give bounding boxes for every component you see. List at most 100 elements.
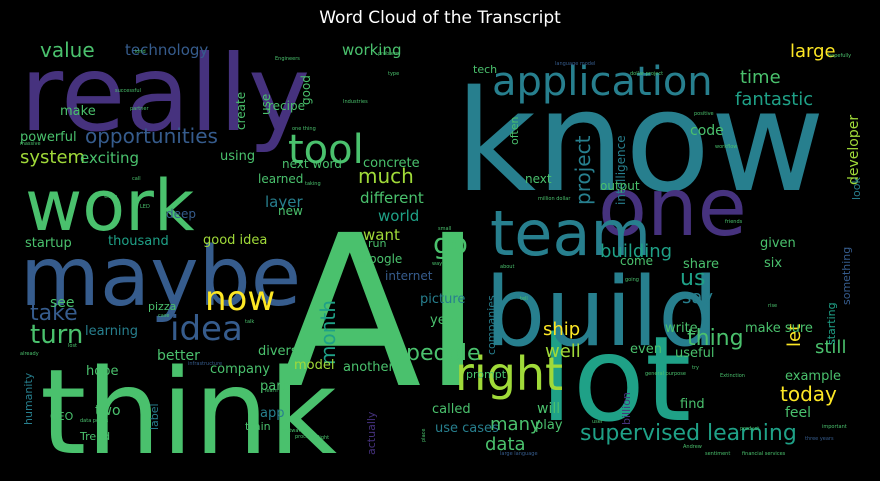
word-led: LED — [140, 204, 150, 210]
word-application: application — [492, 59, 713, 105]
word-play: play — [535, 418, 563, 433]
word-company: company — [210, 362, 270, 377]
word-code: code — [690, 123, 724, 139]
word-deep: deep — [166, 207, 196, 221]
word-partner: partner — [130, 106, 149, 112]
word-financial-services: financial services — [742, 451, 786, 457]
word-idea: idea — [170, 309, 243, 349]
word-three-years: three years — [805, 436, 834, 442]
word-technology: technology — [125, 41, 208, 59]
word-rise: rise — [768, 303, 777, 309]
word-problem: problem — [378, 51, 399, 57]
word-dollar-project: dollar project — [630, 71, 663, 77]
word-good: good — [299, 75, 313, 105]
word-internet: internet — [385, 269, 433, 283]
word-ceo: CEO — [50, 410, 74, 423]
word-train: train — [245, 420, 271, 433]
word-developer: developer — [846, 115, 860, 185]
word-take: take — [30, 301, 78, 326]
word-starting: starting — [825, 302, 838, 345]
word-andrew: Andrew — [683, 444, 702, 450]
word-building: building — [600, 241, 672, 262]
word-given: given — [760, 236, 796, 251]
word-lot: lot — [540, 310, 691, 448]
word-use-cases: use cases — [435, 421, 499, 436]
word-right: right — [455, 347, 563, 401]
word-diverse: diverse — [258, 344, 306, 359]
word-output: output — [600, 179, 640, 193]
word-going: going — [625, 277, 639, 283]
word-google: Google — [360, 252, 402, 266]
word-want: want — [363, 226, 400, 244]
word-even: even — [630, 342, 662, 357]
word-share: share — [683, 257, 719, 272]
word-intelligence: intelligence — [614, 135, 628, 205]
word-working: working — [342, 41, 402, 59]
word-build: build — [485, 258, 719, 368]
word-actually: actually — [365, 411, 378, 455]
word-team: team — [490, 197, 651, 270]
word-better: better — [157, 348, 200, 364]
word-create: create — [234, 92, 248, 130]
word-lost: lost — [68, 343, 77, 349]
word-case: case — [158, 313, 170, 319]
word-maybe: maybe — [20, 230, 301, 325]
word-talk: talk — [245, 319, 254, 325]
word-positive: positive — [694, 111, 714, 117]
word-month: month — [316, 300, 340, 365]
word-let: let — [784, 324, 805, 347]
word-another: another — [343, 360, 394, 375]
word-ai: AI — [278, 190, 484, 435]
word-tech: tech — [473, 63, 497, 76]
word-place: place — [421, 429, 427, 442]
word-light: light — [318, 435, 329, 441]
word-opportunities: opportunities — [85, 124, 218, 148]
word-find: find — [680, 397, 705, 412]
word-tell: tell — [520, 296, 528, 302]
word-way: way — [432, 261, 442, 267]
word-concrete: concrete — [363, 156, 420, 171]
word-infrastructure: infrastructure — [188, 361, 222, 367]
word-layer: layer — [265, 193, 303, 211]
word-startup: startup — [25, 236, 72, 251]
word-good-idea: good idea — [203, 233, 267, 248]
word-data-points: data points — [80, 418, 109, 424]
word-tool: tool — [288, 127, 364, 173]
word-think: think — [40, 343, 337, 472]
word-small: small — [438, 226, 451, 232]
word-engineers: Engineers — [275, 56, 300, 62]
word-people: people — [406, 341, 481, 366]
word-workflow: workflow — [715, 144, 737, 150]
word-project: project — [571, 135, 595, 205]
word-example: example — [785, 369, 841, 384]
word-fantastic: fantastic — [735, 89, 813, 110]
word-new: new — [278, 204, 303, 218]
word-general-purpose: general purpose — [645, 371, 686, 377]
word-kind: kind — [135, 49, 146, 55]
word-humanity: humanity — [22, 372, 35, 425]
word-turn: turn — [30, 320, 83, 350]
word-now: now — [205, 279, 275, 319]
word-trend: Trend — [79, 430, 110, 443]
word-will: will — [537, 401, 560, 417]
word-try: try — [692, 365, 699, 371]
word-thing: thing — [687, 326, 744, 351]
word-know: know — [455, 61, 825, 224]
word-using: using — [220, 149, 255, 164]
word-learning: learning — [85, 324, 138, 339]
word-call: call — [132, 176, 141, 182]
word-work: work — [25, 165, 195, 247]
word-look: look — [850, 176, 860, 200]
word-massive: massive — [20, 141, 41, 147]
word-one: one — [598, 161, 747, 254]
word-data: data — [485, 434, 526, 455]
word-two: two — [95, 403, 121, 419]
word-run: run — [368, 237, 386, 250]
word-already: already — [20, 351, 39, 357]
word-time: time — [740, 67, 781, 88]
word-companies: companies — [485, 295, 498, 355]
word-million-dollar: million dollar — [538, 196, 571, 202]
word-many: many — [490, 414, 541, 435]
word-exciting: exciting — [80, 149, 139, 167]
